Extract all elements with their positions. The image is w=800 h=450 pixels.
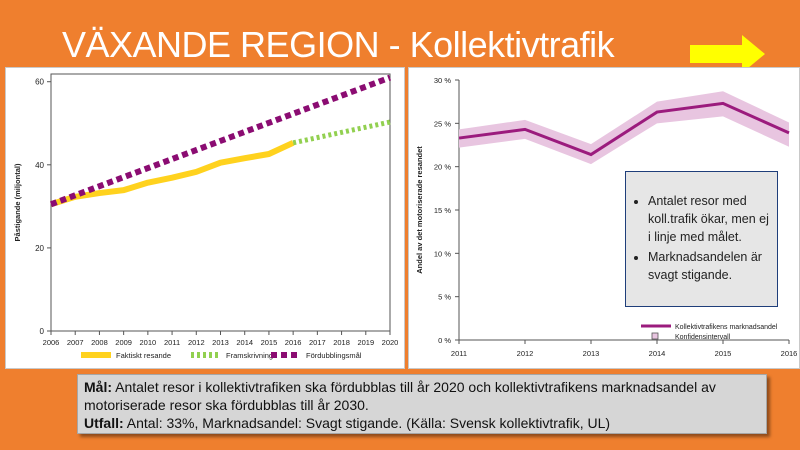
confidence-band xyxy=(459,91,789,165)
y-tick-label-4: 20 % xyxy=(434,163,451,172)
goal-label: Mål: xyxy=(84,379,112,395)
note-item-1: Antalet resor med koll.trafik ökar, men … xyxy=(648,192,771,246)
x-tick-label-9: 2015 xyxy=(261,338,278,347)
legend-swatch-1 xyxy=(651,332,659,340)
y-tick-label-0: 0 xyxy=(40,327,45,336)
x-tick-label-5: 2016 xyxy=(781,349,798,358)
y-axis-label: Andel av det motoriserade resandet xyxy=(415,146,424,274)
x-tick-label-5: 2011 xyxy=(164,338,180,347)
right-arrow-icon xyxy=(690,35,765,73)
x-tick-label-1: 2012 xyxy=(517,349,534,358)
y-tick-label-2: 10 % xyxy=(434,249,451,258)
x-tick-label-3: 2014 xyxy=(649,349,666,358)
x-tick-label-2: 2013 xyxy=(583,349,600,358)
chart-passengers-panel: 0 20 40 60 2006 2007 2008 2009 2010 2011 2012 2013 2… xyxy=(5,67,405,369)
slide-title: VÄXANDE REGION - Kollektivtrafik xyxy=(62,24,615,65)
note-item-2: Marknadsandelen är svagt stigande. xyxy=(648,248,771,284)
outcome-text: Antal: 33%, Marknadsandel: Svagt stigand… xyxy=(126,415,611,431)
y-tick-label-3: 15 % xyxy=(434,206,451,215)
y-tick-label-5: 25 % xyxy=(434,119,451,128)
market-share-line xyxy=(458,101,790,157)
series-line-0 xyxy=(50,140,295,208)
y-tick-label-1: 5 % xyxy=(438,293,451,302)
x-tick-label-12: 2018 xyxy=(333,338,350,347)
y-axis-label: Påstigande (miljontal) xyxy=(13,163,22,241)
x-tick-label-11: 2017 xyxy=(309,338,326,347)
y-tick-label-0: 0 % xyxy=(438,336,451,345)
x-tick-label-8: 2014 xyxy=(236,338,253,347)
legend-label-0: Faktiskt resande xyxy=(116,351,171,360)
x-tick-label-1: 2007 xyxy=(67,338,84,347)
series-line-1 xyxy=(292,119,391,146)
y-tick-label-6: 30 % xyxy=(434,76,451,85)
goal-text: Antalet resor i kollektivtrafiken ska fö… xyxy=(84,379,716,413)
y-tick-label-2: 40 xyxy=(35,161,44,170)
legend-label-1: Konfidensintervall xyxy=(675,334,731,341)
y-tick-label-3: 60 xyxy=(35,78,44,87)
legend-label-0: Kollektivtrafikens marknadsandel xyxy=(675,324,778,331)
x-tick-label-3: 2009 xyxy=(115,338,132,347)
x-tick-label-14: 2020 xyxy=(382,338,399,347)
x-tick-label-6: 2012 xyxy=(188,338,205,347)
chart-passengers: 0 20 40 60 2006 2007 2008 2009 2010 2011 2012 2013 2… xyxy=(13,73,399,360)
x-tick-label-4: 2015 xyxy=(715,349,732,358)
summary-box: Mål: Antalet resor i kollektivtrafiken s… xyxy=(77,374,767,434)
outcome-label: Utfall: xyxy=(84,415,124,431)
legend-label-2: Fördubblingsmål xyxy=(306,351,362,360)
x-tick-label-4: 2010 xyxy=(140,338,157,347)
plot-frame xyxy=(50,73,391,332)
note-box: Antalet resor med koll.trafik ökar, men … xyxy=(625,171,778,307)
series-line-2 xyxy=(49,74,392,208)
chart-market-share: 0 % 5 % 10 % 15 % 20 % 25 % 30 % 2011 2012 2013 20… xyxy=(415,76,798,358)
x-tick-label-0: 2006 xyxy=(43,338,60,347)
y-tick-label-1: 20 xyxy=(35,244,44,253)
x-tick-label-2: 2008 xyxy=(91,338,108,347)
x-tick-label-0: 2011 xyxy=(451,349,467,358)
x-tick-label-13: 2019 xyxy=(357,338,374,347)
x-tick-label-7: 2013 xyxy=(212,338,229,347)
x-tick-label-10: 2016 xyxy=(285,338,302,347)
legend-label-1: Framskrivning xyxy=(226,351,273,360)
